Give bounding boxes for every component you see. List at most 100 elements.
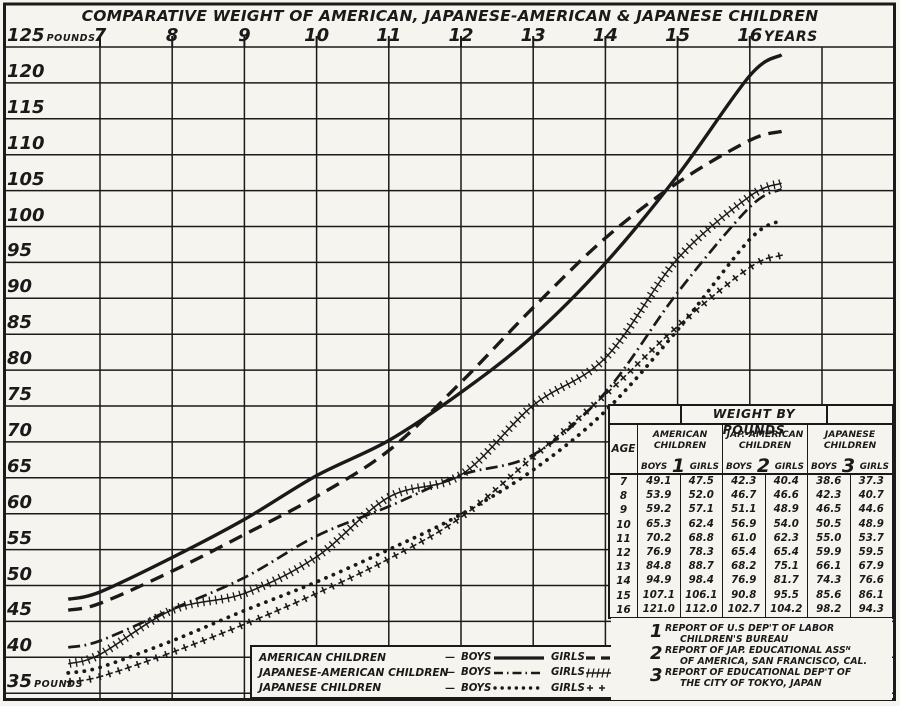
table-value-cell: 40.4 <box>764 475 808 490</box>
table-value-cell: 42.3 <box>722 475 765 490</box>
x-tick-label: 12 <box>448 25 474 46</box>
legend-boys-label: BOYS <box>461 667 492 679</box>
legend-line-sample-dashed <box>586 656 636 660</box>
table-value-cell: 102.7 <box>722 602 765 617</box>
table-value-cell: 48.9 <box>764 503 808 518</box>
table-value-cell: 49.1 <box>637 475 680 490</box>
table-value-cell: 37.3 <box>849 475 893 490</box>
legend: AMERICAN CHILDREN — BOYS GIRLS JAPANESE-… <box>250 645 644 699</box>
footnote-ref-2: 2 <box>756 455 771 477</box>
legend-dash: — <box>445 682 455 694</box>
table-age-cell: 16 <box>616 603 631 616</box>
girls-label: GIRLS <box>774 462 804 472</box>
group-name-line: CHILDREN <box>823 440 877 451</box>
boys-label: BOYS <box>726 462 753 472</box>
table-value-cell: 88.7 <box>679 560 723 575</box>
table-value-cell: 42.3 <box>807 489 850 504</box>
x-tick-label: 11 <box>376 25 402 46</box>
legend-series-label: AMERICAN CHILDREN <box>259 651 386 664</box>
boys-girls-row: BOYS 3 GIRLS <box>808 455 892 477</box>
group-name-line: CHILDREN <box>653 440 707 451</box>
legend-series-label: JAPANESE CHILDREN <box>259 682 382 695</box>
table-value-cell: 53.7 <box>849 531 893 546</box>
table-value-cell: 94.9 <box>637 574 680 589</box>
footnote-line: REPORT OF JAP. EDUCATIONAL ASSᴺ <box>665 645 851 657</box>
footnote-line: REPORT OF EDUCATIONAL DEP'T OF <box>665 667 852 679</box>
table-value-cell: 76.9 <box>637 545 680 561</box>
footnote-number: 2 <box>650 643 663 665</box>
table-value-cell: 74.3 <box>807 574 850 589</box>
table-value-cell: 104.2 <box>764 602 808 617</box>
y-tick-label: 105 <box>7 169 45 190</box>
boys-label: BOYS <box>641 462 668 472</box>
table-value-cell: 53.9 <box>637 489 680 504</box>
footnote-text: REPORT OF JAP. EDUCATIONAL ASSᴺ OF AMERI… <box>665 646 867 667</box>
footnote-2: 2 REPORT OF JAP. EDUCATIONAL ASSᴺ OF AME… <box>650 643 892 667</box>
table-row: 8 53.9 52.0 46.7 46.6 42.3 40.7 <box>610 489 892 504</box>
legend-row-japanese: JAPANESE CHILDREN — BOYS GIRLS <box>259 681 638 696</box>
figure-border <box>3 2 896 701</box>
table-age-cell: 7 <box>619 476 628 488</box>
table-row: 12 76.9 78.3 65.4 65.4 59.9 59.5 <box>610 545 893 561</box>
table-row: 14 94.9 98.4 76.9 81.7 74.3 76.6 <box>610 574 892 589</box>
table-value-cell: 84.8 <box>637 560 680 575</box>
table-value-cell: 62.4 <box>679 517 723 532</box>
legend-girls-label: GIRLS <box>551 652 585 664</box>
legend-dash: — <box>445 667 455 679</box>
chart-title: COMPARATIVE WEIGHT OF AMERICAN, JAPANESE… <box>81 7 819 25</box>
y-tick-label: 70 <box>7 419 33 441</box>
y-tick-value: 55 <box>7 527 33 549</box>
y-tick-value: 45 <box>7 599 33 621</box>
table-title: WEIGHT BY POUNDS <box>680 406 828 437</box>
y-tick-value: 70 <box>7 419 33 441</box>
girls-label: GIRLS <box>689 462 719 472</box>
y-tick-value: 90 <box>7 276 33 298</box>
table-age-cell: 10 <box>616 518 631 531</box>
table-value-cell: 86.1 <box>849 588 893 603</box>
footnote-number: 3 <box>650 665 663 687</box>
table-row: 13 84.8 88.7 68.2 75.1 66.1 67.9 <box>610 560 892 575</box>
girls-label: GIRLS <box>859 462 889 472</box>
y-tick-label: 55 <box>7 527 33 549</box>
table-row: 7 49.1 47.5 42.3 40.4 38.6 37.3 <box>610 475 893 490</box>
footnote-3: 3 REPORT OF EDUCATIONAL DEP'T OF THE CIT… <box>650 665 892 689</box>
x-axis-unit-label: YEARS <box>763 29 818 45</box>
x-tick-label: 14 <box>592 25 618 46</box>
table-value-cell: 46.7 <box>722 489 765 504</box>
legend-row-american: AMERICAN CHILDREN — BOYS GIRLS <box>259 650 638 665</box>
y-tick-value: 65 <box>7 455 33 477</box>
footnote-1: 1 REPORT OF U.S DEP'T OF LABOR CHILDREN'… <box>650 622 892 645</box>
legend-line-sample-dashdot <box>494 671 544 675</box>
y-tick-value: 100 <box>7 204 45 226</box>
table-value-cell: 52.0 <box>679 489 723 504</box>
legend-girls-label: GIRLS <box>551 682 585 694</box>
y-tick-label: 115 <box>7 97 45 118</box>
table-row: 15 107.1 106.1 90.8 95.5 85.6 86.1 <box>610 588 893 603</box>
y-axis-unit-label: POUNDS <box>46 33 96 44</box>
footnote-ref-3: 3 <box>841 455 856 477</box>
footnote-line: REPORT OF U.S DEP'T OF LABOR <box>665 623 835 634</box>
table-value-cell: 90.8 <box>722 588 765 603</box>
footnote-ref-1: 1 <box>671 455 686 477</box>
y-tick-label: 90 <box>7 277 32 297</box>
legend-row-japanese-american: JAPANESE-AMERICAN CHILDREN — BOYS GIRLS <box>259 665 638 680</box>
series-solid-line <box>67 53 783 601</box>
table-value-cell: 59.5 <box>849 545 893 561</box>
table-age-cell: 9 <box>619 504 628 517</box>
y-tick-value: 125 <box>7 25 45 46</box>
footnotes: 1 REPORT OF U.S DEP'T OF LABOR CHILDREN'… <box>611 618 892 700</box>
table-value-cell: 65.4 <box>722 545 765 561</box>
table-value-cell: 95.5 <box>764 588 808 603</box>
table-value-cell: 38.6 <box>807 475 850 490</box>
y-tick-label: 35 POUNDS <box>7 672 83 695</box>
legend-girls-label: GIRLS <box>551 667 585 679</box>
y-axis-unit-label: POUNDS <box>34 679 84 691</box>
y-tick-label: 80 <box>7 349 32 369</box>
series-dashdot-line <box>67 187 783 649</box>
table-value-cell: 55.0 <box>807 531 850 546</box>
y-tick-value: 50 <box>7 563 33 585</box>
y-tick-label: 50 <box>7 563 33 585</box>
boys-label: BOYS <box>811 462 838 472</box>
table-value-cell: 68.2 <box>722 560 765 575</box>
table-value-cell: 57.1 <box>679 503 723 518</box>
